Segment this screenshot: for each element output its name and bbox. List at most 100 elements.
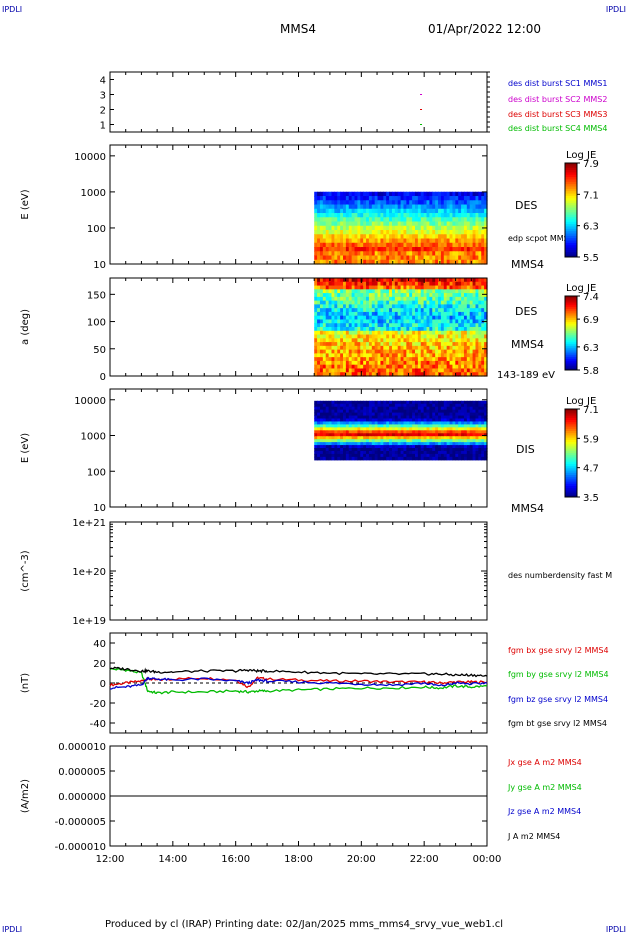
spectrogram-cell (366, 430, 370, 434)
spectrogram-cell (331, 436, 335, 440)
spectrogram-cell (481, 247, 485, 252)
spectrogram-cell (400, 281, 405, 287)
spectrogram-cell (409, 400, 413, 405)
spectrogram-cell (371, 300, 376, 305)
spectrogram-cell (371, 368, 376, 373)
spectrogram-cell (371, 208, 376, 214)
spectrogram-cell (438, 327, 442, 332)
spectrogram-cell (391, 424, 396, 428)
spectrogram-cell (420, 208, 425, 214)
spectrogram-cell (357, 439, 361, 443)
spectrogram-cell (357, 368, 361, 373)
spectrogram-cell (458, 453, 462, 458)
spectrogram-cell (455, 330, 459, 336)
spectrogram-cell (443, 204, 448, 210)
spectrogram-cell (340, 247, 344, 252)
spectrogram-cell (319, 281, 324, 287)
spectrogram-cell (484, 345, 488, 351)
spectrogram-cell (377, 403, 382, 408)
spectrogram-cell (368, 251, 373, 257)
spectrogram-cell (435, 453, 439, 458)
spectrogram-cell (317, 208, 321, 214)
spectrogram-cell (377, 323, 382, 328)
spectrogram-cell (484, 247, 488, 252)
spectrogram-cell (429, 217, 433, 223)
spectrogram-cell (391, 409, 396, 414)
spectrogram-cell (429, 278, 433, 283)
spectrogram-cell (435, 255, 439, 261)
spectrogram-cell (322, 327, 327, 332)
spectrogram-cell (371, 406, 376, 411)
spectrogram-cell (368, 372, 373, 377)
spectrogram-cell (440, 278, 445, 283)
spectrogram-cell (343, 412, 347, 417)
spectrogram-cell (466, 439, 471, 443)
spectrogram-cell (325, 204, 330, 210)
spectrogram-cell (446, 255, 451, 261)
spectrogram-cell (334, 319, 338, 324)
spectrogram-cell (420, 247, 425, 252)
spectrogram-cell (360, 436, 364, 440)
spectrogram-cell (351, 196, 356, 201)
spectrogram-cell (343, 334, 347, 339)
spectrogram-cell (368, 327, 373, 332)
spectrogram-cell (343, 406, 347, 411)
spectrogram-cell (328, 442, 333, 446)
spectrogram-cell (461, 311, 465, 317)
spectrogram-cell (328, 208, 333, 214)
spectrogram-cell (469, 334, 474, 339)
spectrogram-cell (334, 368, 338, 373)
spectrogram-cell (481, 208, 485, 214)
spectrogram-cell (337, 450, 341, 455)
spectrogram-cell (334, 217, 338, 223)
spectrogram-cell (348, 278, 353, 283)
spectrogram-cell (458, 412, 462, 417)
spectrogram-cell (380, 296, 384, 302)
spectrogram-cell (328, 315, 333, 321)
spectrogram-cell (314, 364, 318, 370)
spectrogram-cell (351, 319, 356, 324)
spectrogram-cell (334, 412, 338, 417)
spectrogram-cell (423, 221, 428, 227)
spectrogram-cell (348, 338, 353, 343)
spectrogram-cell (472, 430, 477, 434)
spectrogram-cell (319, 217, 324, 223)
spectrogram-cell (438, 436, 442, 440)
spectrogram-cell (394, 259, 399, 265)
spectrogram-cell (449, 406, 454, 411)
spectrogram-cell (452, 349, 456, 354)
spectrogram-cell (348, 409, 353, 414)
spectrogram-cell (440, 304, 445, 309)
spectrogram-cell (337, 418, 341, 423)
spectrogram-cell (466, 327, 471, 332)
spectrogram-cell (371, 427, 376, 431)
spectrogram-cell (374, 418, 379, 423)
spectrogram-cell (452, 191, 456, 197)
spectrogram-cell (478, 285, 482, 290)
spectrogram-cell (463, 230, 468, 235)
spectrogram-cell (380, 353, 384, 358)
spectrogram-cell (417, 403, 422, 408)
spectrogram-cell (319, 412, 324, 417)
spectrogram-cell (314, 372, 318, 377)
spectrogram-cell (383, 418, 387, 423)
spectrogram-cell (386, 278, 390, 283)
spectrogram-cell (337, 311, 341, 317)
spectrogram-cell (415, 289, 419, 294)
spectrogram-cell (466, 424, 471, 428)
spectrogram-cell (440, 234, 445, 240)
spectrogram-cell (406, 225, 410, 231)
spectrogram-cell (429, 304, 433, 309)
spectrogram-cell (391, 213, 396, 218)
spectrogram-cell (348, 372, 353, 377)
spectrogram-cell (463, 304, 468, 309)
spectrogram-cell (435, 293, 439, 298)
spectrogram-cell (374, 285, 379, 290)
spectrogram-cell (380, 196, 384, 201)
spectrogram-cell (409, 342, 413, 347)
spectrogram-cell (435, 208, 439, 214)
spectrogram-cell (354, 338, 359, 343)
spectrogram-cell (314, 200, 318, 206)
spectrogram-cell (463, 285, 468, 290)
spectrogram-cell (389, 357, 393, 362)
